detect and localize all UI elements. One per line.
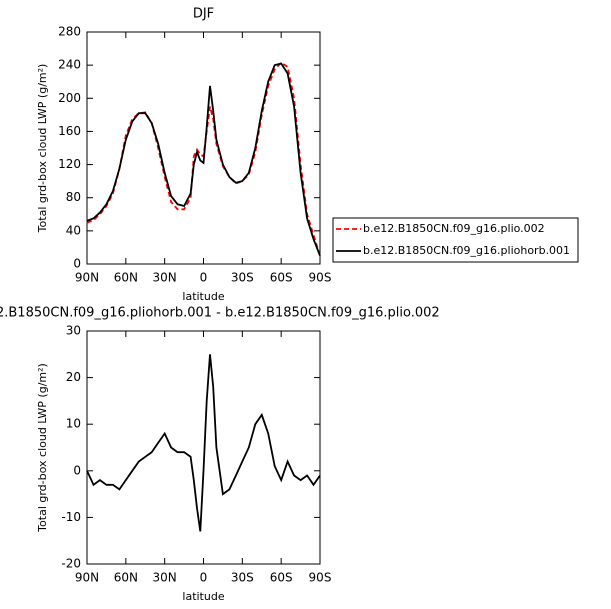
x-tick-label: 60N xyxy=(114,271,138,285)
data-line xyxy=(86,354,321,532)
x-tick-label: 90N xyxy=(75,271,99,285)
y-tick-label: 120 xyxy=(58,157,81,171)
y-tick-label: 10 xyxy=(66,417,81,431)
legend-label: b.e12.B1850CN.f09_g16.pliohorb.001 xyxy=(363,244,570,257)
chart-title: b.e12.B1850CN.f09_g16.pliohorb.001 - b.e… xyxy=(0,306,440,321)
legend-label: b.e12.B1850CN.f09_g16.plio.002 xyxy=(363,222,545,235)
y-tick-label: 0 xyxy=(73,257,81,271)
y-tick-label: 160 xyxy=(58,124,81,138)
y-tick-label: 240 xyxy=(58,58,81,72)
y-tick-label: -20 xyxy=(61,557,81,571)
x-tick-label: 60N xyxy=(114,571,138,585)
x-tick-label: 90S xyxy=(309,271,332,285)
chart-title: DJF xyxy=(193,7,214,22)
x-tick-label: 60S xyxy=(270,271,293,285)
plot-frame xyxy=(86,31,321,265)
y-tick-label: 200 xyxy=(58,91,81,105)
x-tick-label: 0 xyxy=(200,571,208,585)
y-tick-label: -10 xyxy=(61,510,81,524)
x-tick-label: 90N xyxy=(75,571,99,585)
plot-frame xyxy=(86,330,321,565)
y-tick-label: 40 xyxy=(66,223,81,237)
y-tick-label: 280 xyxy=(58,25,81,39)
legend-box xyxy=(332,217,579,263)
x-axis-label: latitude xyxy=(182,590,224,603)
y-tick-label: 0 xyxy=(73,463,81,477)
x-tick-label: 30N xyxy=(153,271,177,285)
x-tick-label: 60S xyxy=(270,571,293,585)
y-tick-label: 80 xyxy=(66,190,81,204)
x-tick-label: 30N xyxy=(153,571,177,585)
x-tick-label: 30S xyxy=(231,571,254,585)
x-tick-label: 90S xyxy=(309,571,332,585)
data-line xyxy=(86,62,321,257)
y-axis-label: Total grd-box cloud LWP (g/m²) xyxy=(36,64,49,234)
x-tick-label: 0 xyxy=(200,271,208,285)
y-axis-label: Total grd-box cloud LWP (g/m²) xyxy=(36,363,49,533)
y-tick-label: 20 xyxy=(66,370,81,384)
y-tick-label: 30 xyxy=(66,324,81,338)
x-tick-label: 30S xyxy=(231,271,254,285)
x-axis-label: latitude xyxy=(182,290,224,303)
